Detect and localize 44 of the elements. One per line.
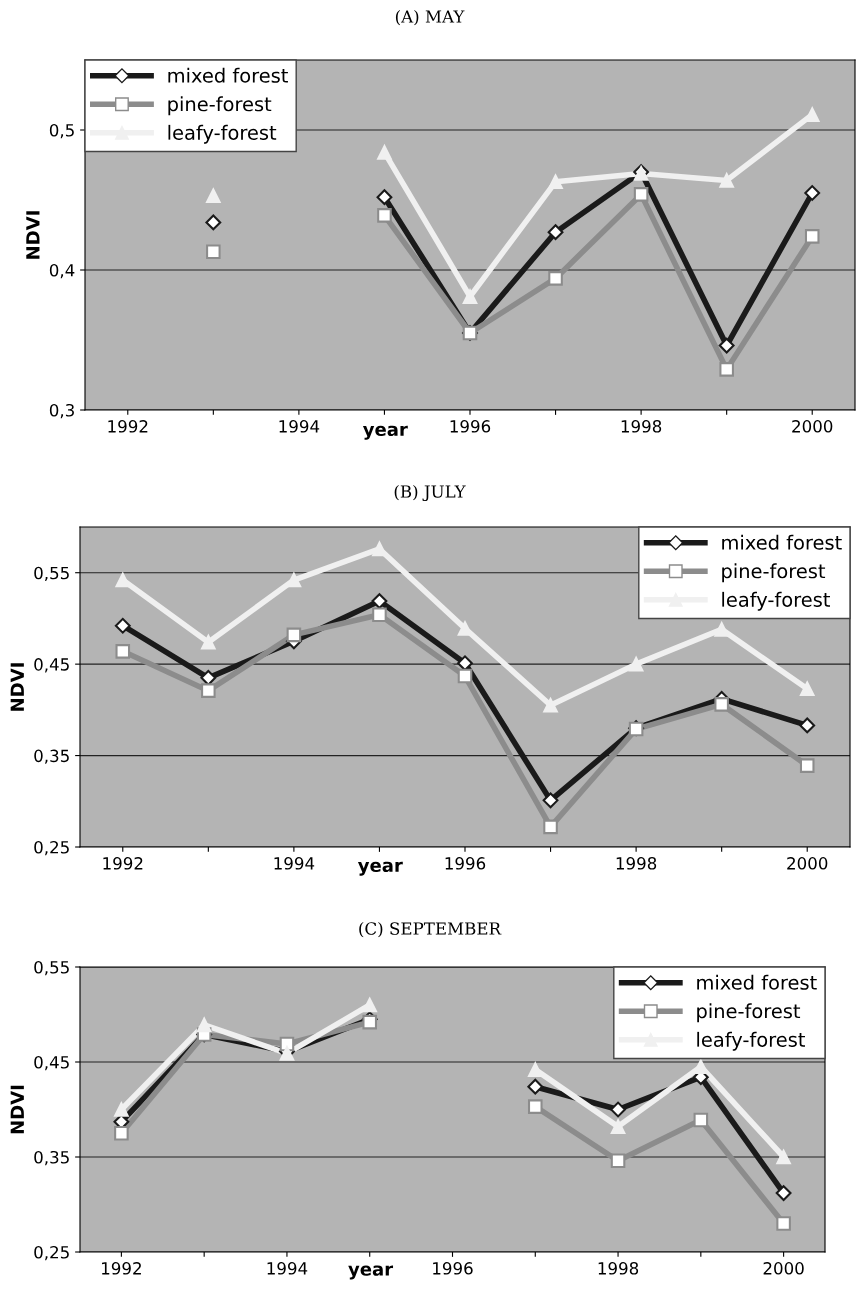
y-tick-label: 0,45 (34, 1055, 69, 1071)
x-tick-label: 1996 (450, 420, 491, 433)
chart-title: (C) SEPTEMBER (359, 921, 502, 938)
y-tick-label: 0,35 (34, 749, 69, 764)
y-tick-label: 0,55 (34, 566, 69, 581)
y-tick-label: 0,25 (34, 1245, 69, 1261)
y-axis-title: NDVI (10, 1085, 24, 1134)
y-tick-label: 0,35 (34, 1150, 69, 1166)
x-tick-label: 1994 (279, 420, 320, 433)
x-tick-label: 1992 (108, 420, 148, 433)
x-axis-title: year (357, 861, 403, 876)
y-axis-title: NDVI (10, 663, 24, 711)
x-tick-label: 1996 (445, 857, 486, 870)
legend-label: mixed forest (697, 974, 817, 990)
legend-label: mixed forest (722, 534, 842, 550)
x-tick-label: 1998 (621, 420, 662, 433)
x-tick-label: 1998 (598, 1262, 639, 1275)
y-axis-title: NDVI (26, 211, 40, 259)
legend-label: leafy-forest (697, 1031, 805, 1051)
legend-label: leafy-forest (168, 124, 277, 144)
x-tick-label: 1992 (102, 1262, 141, 1275)
y-tick-label: 0,5 (49, 123, 74, 139)
x-tick-label: 2000 (787, 857, 828, 870)
legend-label: mixed forest (168, 67, 288, 83)
x-tick-label: 1992 (103, 857, 143, 870)
x-tick-label: 2000 (792, 420, 833, 433)
x-tick-label: 1998 (616, 857, 657, 870)
y-tick-label: 0,25 (34, 840, 69, 856)
y-tick-label: 0,55 (34, 960, 69, 976)
legend-label: leafy-forest (722, 591, 830, 611)
x-tick-label: 1994 (267, 1262, 308, 1275)
x-tick-label: 2000 (763, 1262, 804, 1275)
legend-label: pine-forest (722, 563, 826, 583)
y-tick-label: 0,45 (34, 658, 69, 673)
legend-label: pine-forest (168, 96, 272, 116)
x-axis-title: year (348, 1265, 394, 1280)
chart-title: (B) JULY (394, 484, 466, 502)
x-tick-label: 1994 (274, 857, 315, 870)
chart-title: (A) MAY (395, 9, 465, 26)
y-tick-label: 0,3 (49, 403, 74, 419)
y-tick-label: 0,4 (49, 263, 75, 279)
x-tick-label: 1996 (433, 1262, 473, 1275)
x-axis-title: year (362, 425, 408, 440)
legend-label: pine-forest (697, 1003, 801, 1023)
